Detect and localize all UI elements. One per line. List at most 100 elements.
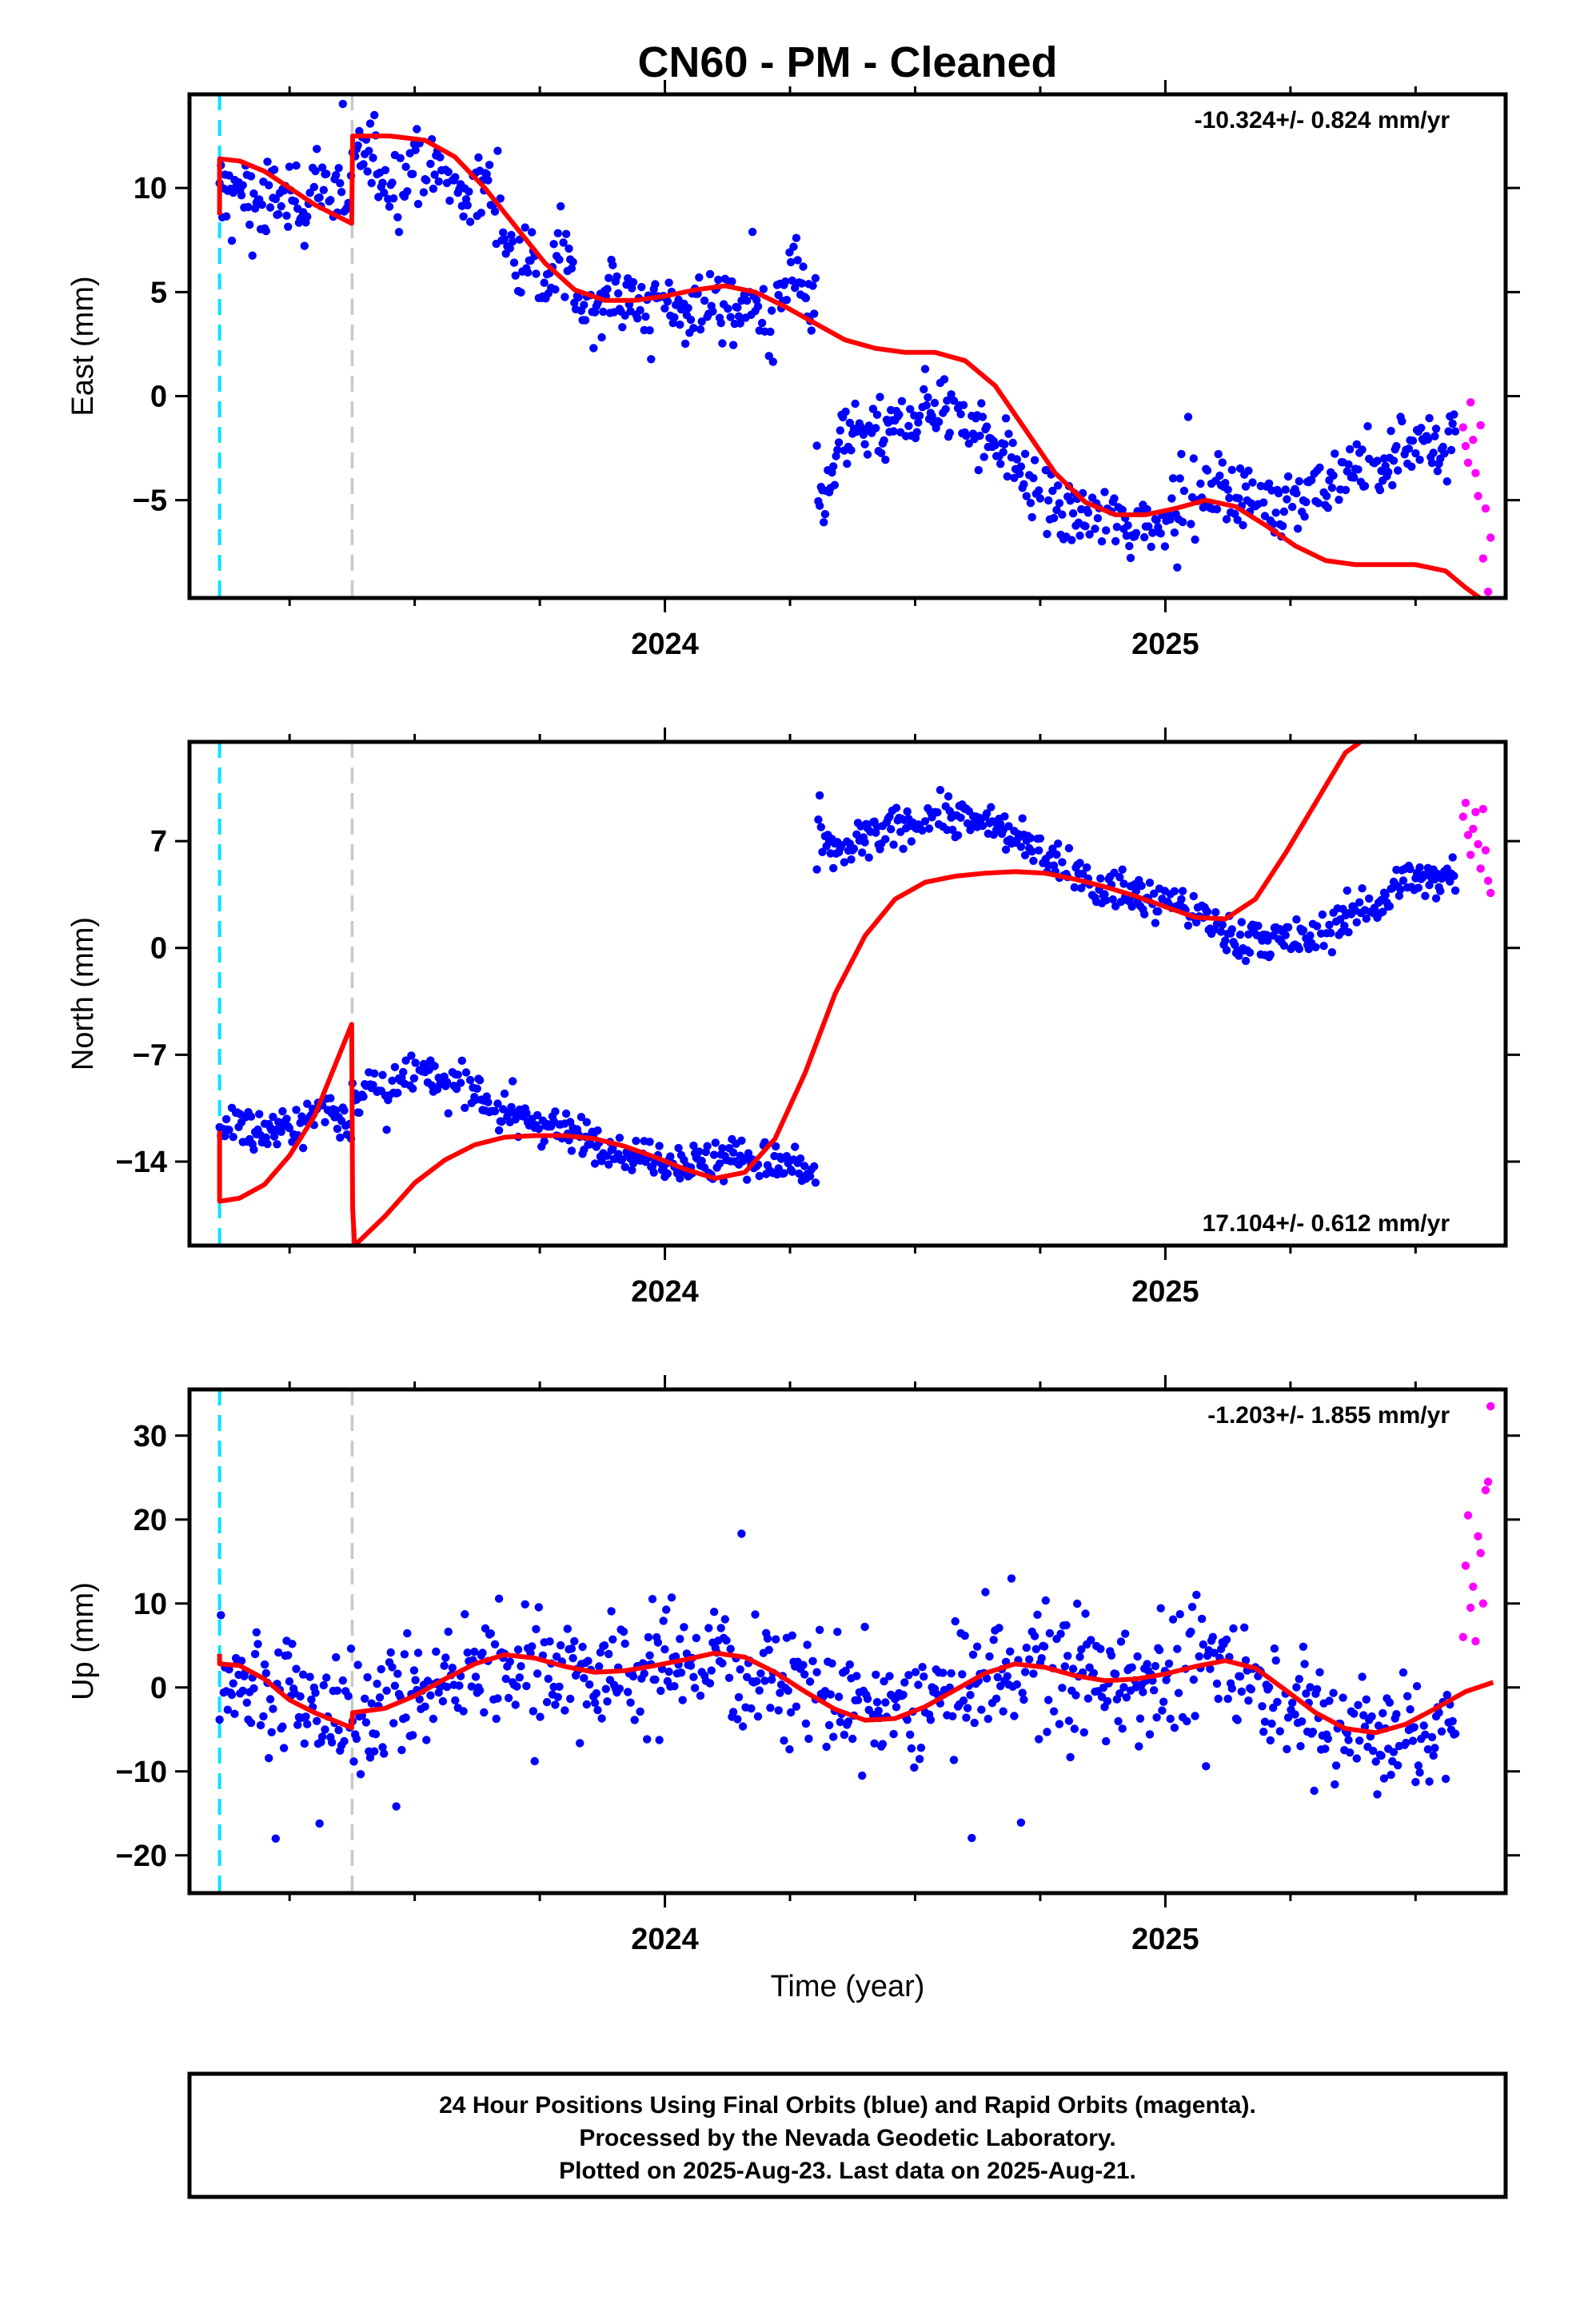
final-orbit-point: [1156, 1604, 1165, 1612]
final-orbit-point: [810, 1162, 819, 1171]
final-orbit-point: [1442, 1690, 1452, 1700]
final-orbit-point: [1154, 907, 1163, 916]
final-orbit-point: [1362, 914, 1371, 923]
final-orbit-point: [1438, 442, 1447, 452]
final-orbit-point: [786, 257, 796, 267]
final-orbit-point: [774, 290, 783, 300]
final-orbit-point: [781, 277, 790, 286]
final-orbit-point: [934, 417, 944, 426]
final-orbit-point: [1118, 865, 1127, 874]
final-orbit-point: [1030, 456, 1039, 464]
final-orbit-point: [1247, 1684, 1256, 1694]
final-orbit-point: [542, 1697, 552, 1707]
model-fit-curve: [217, 742, 1363, 1246]
final-orbit-point: [1408, 1736, 1418, 1745]
final-orbit-point: [522, 1681, 531, 1691]
final-orbit-point: [918, 826, 927, 835]
final-orbit-point: [860, 440, 869, 448]
final-orbit-point: [924, 393, 932, 402]
final-orbit-point: [1346, 1748, 1355, 1757]
final-orbit-point: [225, 171, 233, 180]
final-orbit-point: [1295, 944, 1304, 954]
final-orbit-point: [1310, 1786, 1319, 1796]
final-orbit-point: [545, 1637, 554, 1646]
final-orbit-point: [540, 278, 549, 287]
final-orbit-point: [826, 1690, 836, 1699]
final-orbit-point: [1427, 1732, 1437, 1742]
final-orbit-point: [872, 410, 882, 419]
final-orbit-point: [945, 429, 955, 437]
final-orbit-point: [815, 501, 824, 510]
final-orbit-point: [1145, 879, 1155, 887]
final-orbit-point: [223, 1705, 232, 1714]
rapid-orbit-point: [1478, 1599, 1488, 1608]
final-orbit-point: [465, 217, 475, 226]
final-orbit-point: [933, 808, 942, 817]
rapid-orbit-point: [1463, 831, 1473, 839]
final-orbit-point: [812, 1668, 821, 1676]
final-orbit-point: [789, 242, 798, 251]
y-tick-label: 20: [134, 1504, 167, 1537]
final-orbit-point: [284, 222, 293, 231]
final-orbit-point: [260, 1660, 269, 1669]
final-orbit-point: [1248, 478, 1257, 487]
final-orbit-point: [1339, 904, 1347, 914]
final-orbit-point: [849, 844, 859, 853]
final-orbit-point: [956, 813, 965, 822]
final-orbit-point: [1218, 920, 1227, 930]
final-orbit-point: [305, 189, 314, 197]
rapid-orbit-point: [1466, 1603, 1475, 1612]
final-orbit-point: [296, 1692, 305, 1701]
final-orbit-point: [1362, 1695, 1371, 1704]
final-orbit-point: [1375, 1721, 1383, 1730]
final-orbit-point: [949, 397, 959, 405]
final-orbit-point: [1100, 488, 1109, 496]
final-orbit-point: [943, 396, 952, 405]
final-orbit-point: [1019, 480, 1028, 488]
final-orbit-point: [1081, 522, 1090, 531]
final-orbit-point: [332, 1652, 341, 1662]
final-orbit-point: [490, 1640, 500, 1648]
final-orbit-point: [292, 161, 301, 170]
final-orbit-point: [361, 1694, 369, 1703]
final-orbit-point: [1081, 1609, 1090, 1618]
final-orbit-point: [1027, 512, 1036, 522]
footer-line-1: 24 Hour Positions Using Final Orbits (bl…: [439, 2092, 1256, 2119]
final-orbit-point: [557, 201, 565, 211]
final-orbit-point: [1341, 485, 1351, 495]
final-orbit-point: [966, 1691, 975, 1700]
final-orbit-point: [1179, 486, 1189, 496]
final-orbit-point: [1358, 1672, 1367, 1681]
final-orbit-point: [1448, 853, 1457, 862]
rapid-orbit-point: [1481, 504, 1490, 513]
final-orbit-point: [1450, 886, 1460, 895]
final-orbit-point: [914, 1680, 923, 1689]
final-orbit-point: [1012, 1680, 1022, 1689]
final-orbit-point: [630, 1716, 639, 1724]
final-orbit-point: [1041, 1596, 1051, 1605]
final-orbit-point: [637, 282, 646, 292]
velocity-annotation: -1.203+/- 1.855 mm/yr: [1207, 1402, 1450, 1429]
final-orbit-point: [1007, 1574, 1016, 1583]
final-orbit-point: [1004, 822, 1013, 831]
final-orbit-point: [636, 1707, 644, 1716]
final-orbit-point: [1143, 1660, 1151, 1668]
final-orbit-point: [301, 1712, 310, 1721]
final-orbit-point: [285, 162, 294, 171]
y-tick-label: −10: [116, 1756, 167, 1789]
final-orbit-point: [434, 177, 443, 186]
final-orbit-point: [563, 1624, 572, 1633]
final-orbit-point: [1245, 948, 1255, 957]
final-orbit-point: [1365, 894, 1374, 903]
rapid-orbit-points: [1458, 799, 1495, 898]
final-orbit-point: [513, 1682, 521, 1691]
final-orbit-point: [557, 1640, 565, 1650]
final-orbit-point: [497, 1117, 506, 1126]
final-orbit-point: [1135, 1742, 1143, 1751]
final-orbit-point: [1004, 429, 1013, 438]
final-orbit-point: [1446, 445, 1456, 455]
final-orbit-point: [478, 1648, 487, 1657]
final-orbit-point: [1398, 417, 1406, 426]
final-orbit-point: [607, 1607, 616, 1616]
final-orbit-point: [880, 436, 888, 445]
